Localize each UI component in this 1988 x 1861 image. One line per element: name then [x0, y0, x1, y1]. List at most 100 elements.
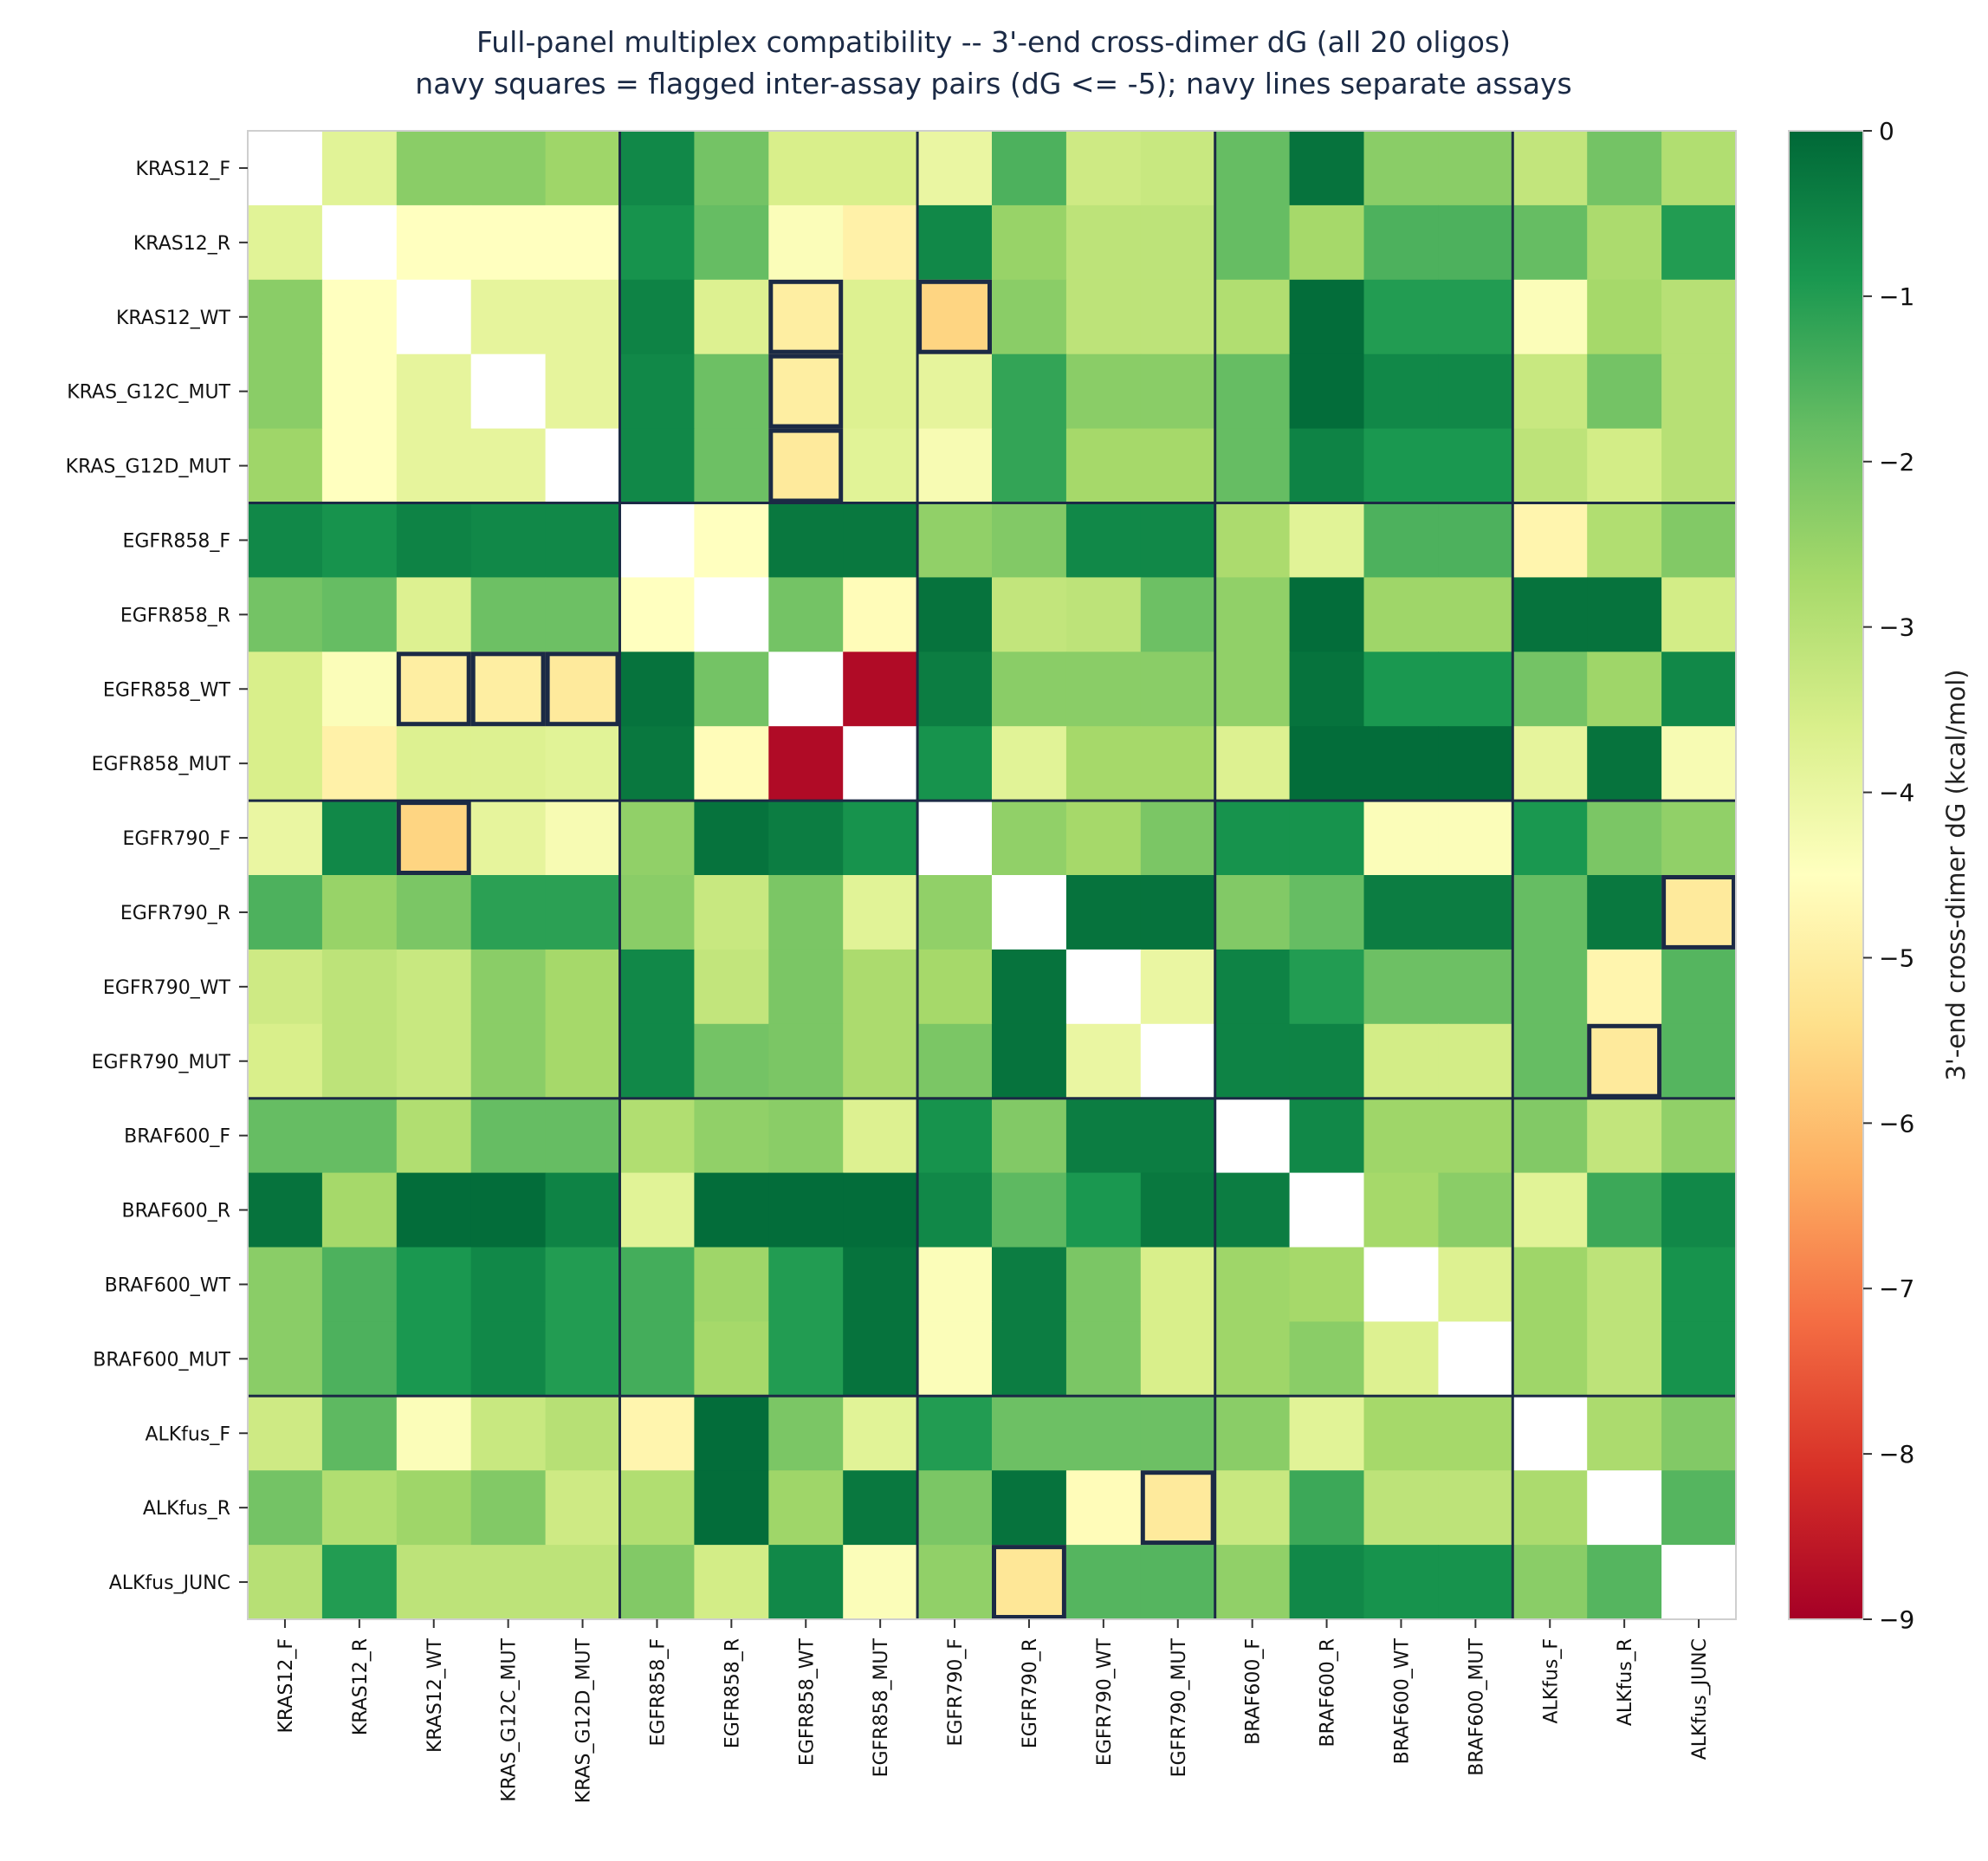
y-tick-label: KRAS12_F	[136, 159, 230, 180]
heatmap-cell	[843, 1247, 918, 1322]
heatmap-cell	[1363, 1470, 1439, 1546]
heatmap-cell	[694, 1172, 769, 1248]
heatmap-cell	[1512, 353, 1588, 430]
x-tick-label: EGFR858_MUT	[871, 1637, 892, 1777]
heatmap-cell	[248, 1098, 323, 1174]
heatmap-cell	[619, 353, 695, 430]
heatmap-cell	[1587, 652, 1662, 727]
heatmap-cell	[992, 1172, 1067, 1248]
heatmap-cell	[470, 1470, 547, 1546]
heatmap-cell	[321, 875, 398, 950]
heatmap-cell	[1587, 1545, 1662, 1620]
x-tick-label: BRAF600_R	[1318, 1638, 1339, 1747]
heatmap-cell	[1363, 577, 1439, 652]
heatmap-cell	[321, 131, 398, 206]
heatmap-cell	[396, 801, 472, 876]
heatmap-cell	[1214, 353, 1291, 430]
heatmap-cell	[1289, 1098, 1365, 1174]
heatmap-cell	[768, 204, 844, 281]
heatmap-cell	[1512, 131, 1588, 206]
heatmap-cell	[321, 1247, 398, 1322]
heatmap-cell	[843, 1023, 918, 1099]
heatmap-cell	[321, 204, 398, 281]
heatmap-cell	[545, 1098, 621, 1174]
flagged-pair-outline	[470, 652, 546, 727]
heatmap-cells	[248, 131, 1737, 1620]
heatmap-cell	[1438, 131, 1513, 206]
heatmap-cell	[321, 279, 398, 355]
heatmap-cell	[1065, 949, 1142, 1025]
heatmap-cell	[1363, 1098, 1439, 1174]
heatmap-cell	[1661, 1396, 1737, 1471]
heatmap-cell	[1214, 1172, 1291, 1248]
heatmap-cell	[1438, 726, 1513, 801]
heatmap-cell	[1289, 279, 1365, 355]
y-tick-label: EGFR790_MUT	[92, 1052, 231, 1073]
heatmap-cell	[248, 204, 323, 281]
heatmap-cell	[1363, 279, 1439, 355]
heatmap-cell	[1438, 1247, 1513, 1322]
heatmap-cell	[1289, 204, 1365, 281]
heatmap-cell	[1661, 204, 1737, 281]
heatmap-cell	[1289, 1545, 1365, 1620]
heatmap-cell	[1363, 1321, 1439, 1397]
heatmap-cell	[992, 652, 1067, 727]
heatmap-cell	[1289, 131, 1365, 206]
heatmap-cell	[619, 1172, 695, 1248]
heatmap-cell	[1438, 577, 1513, 652]
heatmap-cell	[1140, 279, 1216, 355]
flagged-pair-outline	[545, 652, 620, 727]
x-tick-label: BRAF600_WT	[1391, 1637, 1413, 1764]
heatmap-cell	[1065, 652, 1142, 727]
flagged-pair-outline	[1140, 1470, 1215, 1546]
heatmap-cell	[768, 1247, 844, 1322]
heatmap-cell	[1214, 1470, 1291, 1546]
x-tick-label: KRAS_G12D_MUT	[573, 1637, 595, 1803]
heatmap-cell	[768, 801, 844, 876]
heatmap-cell	[1438, 1172, 1513, 1248]
heatmap-cell	[917, 1545, 993, 1620]
heatmap-cell	[470, 131, 547, 206]
heatmap-cell	[1214, 1545, 1291, 1620]
heatmap-cell	[843, 726, 918, 801]
heatmap-cell	[248, 652, 323, 727]
heatmap-cell	[917, 1470, 993, 1546]
heatmap-cell	[1661, 503, 1737, 578]
heatmap-cell	[1214, 875, 1291, 950]
heatmap-cell	[1065, 1247, 1142, 1322]
plot-frame	[247, 130, 1737, 1620]
heatmap-cell	[1438, 428, 1513, 504]
heatmap-cell	[992, 1023, 1067, 1099]
heatmap-cell	[843, 875, 918, 950]
heatmap-cell	[1289, 801, 1365, 876]
heatmap-cell	[1512, 949, 1588, 1025]
heatmap-cell	[545, 1545, 621, 1620]
heatmap-cell	[694, 131, 769, 206]
x-tick-label: EGFR790_F	[945, 1638, 967, 1747]
heatmap-cell	[248, 1321, 323, 1397]
heatmap-cell	[619, 652, 695, 727]
heatmap-cell	[694, 577, 769, 652]
heatmap-cell	[1214, 949, 1291, 1025]
heatmap-cell	[396, 428, 472, 504]
heatmap-cell	[545, 726, 621, 801]
heatmap-cell	[470, 726, 547, 801]
heatmap-cell	[1587, 1172, 1662, 1248]
heatmap-cell	[321, 577, 398, 652]
heatmap-cell	[1214, 1396, 1291, 1471]
heatmap-cell	[694, 279, 769, 355]
heatmap-cell	[248, 1172, 323, 1248]
heatmap-cell	[694, 428, 769, 504]
heatmap-cell	[321, 652, 398, 727]
flagged-pair-outline	[992, 1545, 1066, 1619]
heatmap-cell	[1438, 1098, 1513, 1174]
heatmap-cell	[694, 1023, 769, 1099]
heatmap-cell	[1661, 1172, 1737, 1248]
heatmap-cell	[619, 577, 695, 652]
heatmap-cell	[545, 131, 621, 206]
flagged-pair-outline	[768, 353, 844, 429]
heatmap-cell	[545, 1172, 621, 1248]
heatmap-cell	[1512, 801, 1588, 876]
heatmap-cell	[396, 353, 472, 430]
heatmap-cell	[1289, 353, 1365, 430]
